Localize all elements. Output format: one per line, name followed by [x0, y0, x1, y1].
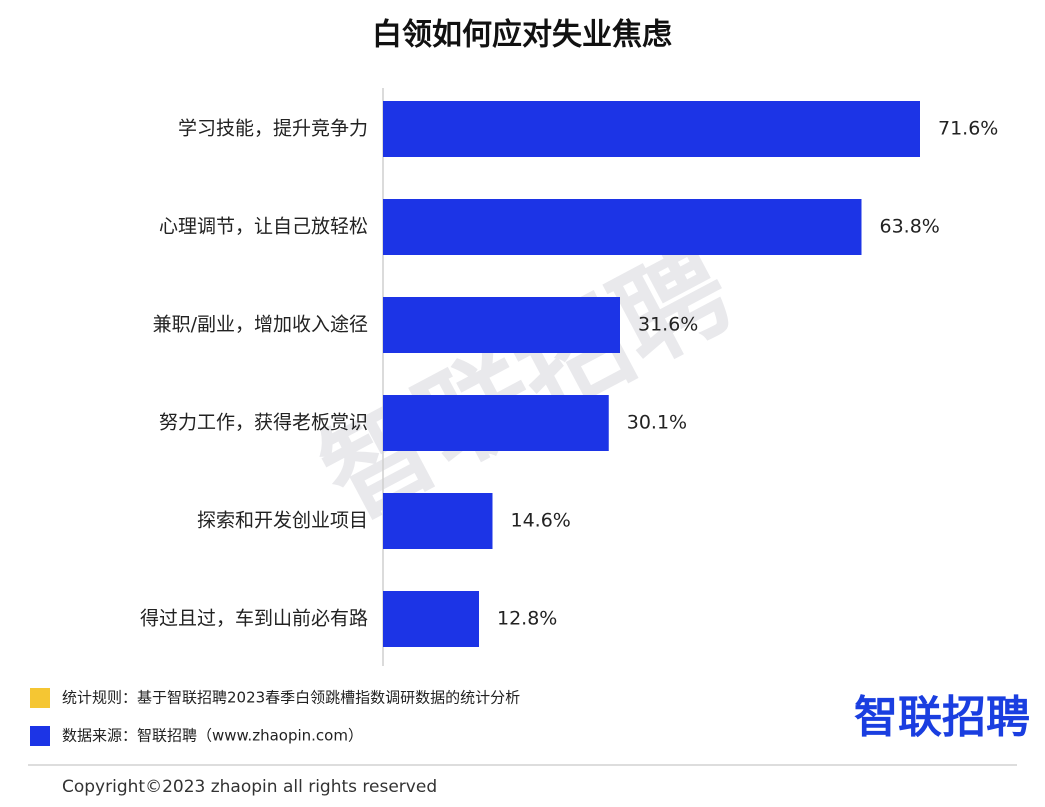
note: 统计规则：基于智联招聘2023春季白领跳槽指数调研数据的统计分析 — [62, 689, 520, 707]
category-label: 努力工作，获得老板赏识 — [159, 412, 368, 434]
note: 数据来源：智联招聘（www.zhaopin.com） — [62, 727, 363, 745]
category-label: 得过且过，车到山前必有路 — [140, 608, 368, 630]
category-label: 探索和开发创业项目 — [197, 510, 368, 532]
bar — [383, 199, 862, 255]
bar — [383, 493, 493, 549]
legend-swatch — [30, 688, 50, 708]
value-label: 31.6% — [638, 314, 698, 336]
category-label: 兼职/副业，增加收入途径 — [153, 314, 368, 336]
value-label: 63.8% — [880, 216, 940, 238]
bar — [383, 395, 609, 451]
value-label: 14.6% — [511, 510, 571, 532]
bar — [383, 297, 620, 353]
value-label: 12.8% — [497, 608, 557, 630]
bar — [383, 101, 920, 157]
copyright: Copyright©2023 zhaopin all rights reserv… — [62, 777, 437, 797]
legend-swatch — [30, 726, 50, 746]
chart-title: 白领如何应对失业焦虑 — [372, 18, 672, 53]
value-label: 71.6% — [938, 118, 998, 140]
logo: 智联招聘 — [854, 692, 1030, 743]
category-label: 心理调节，让自己放轻松 — [159, 216, 368, 238]
value-label: 30.1% — [627, 412, 687, 434]
category-label: 学习技能，提升竞争力 — [178, 118, 368, 140]
bar — [383, 591, 479, 647]
